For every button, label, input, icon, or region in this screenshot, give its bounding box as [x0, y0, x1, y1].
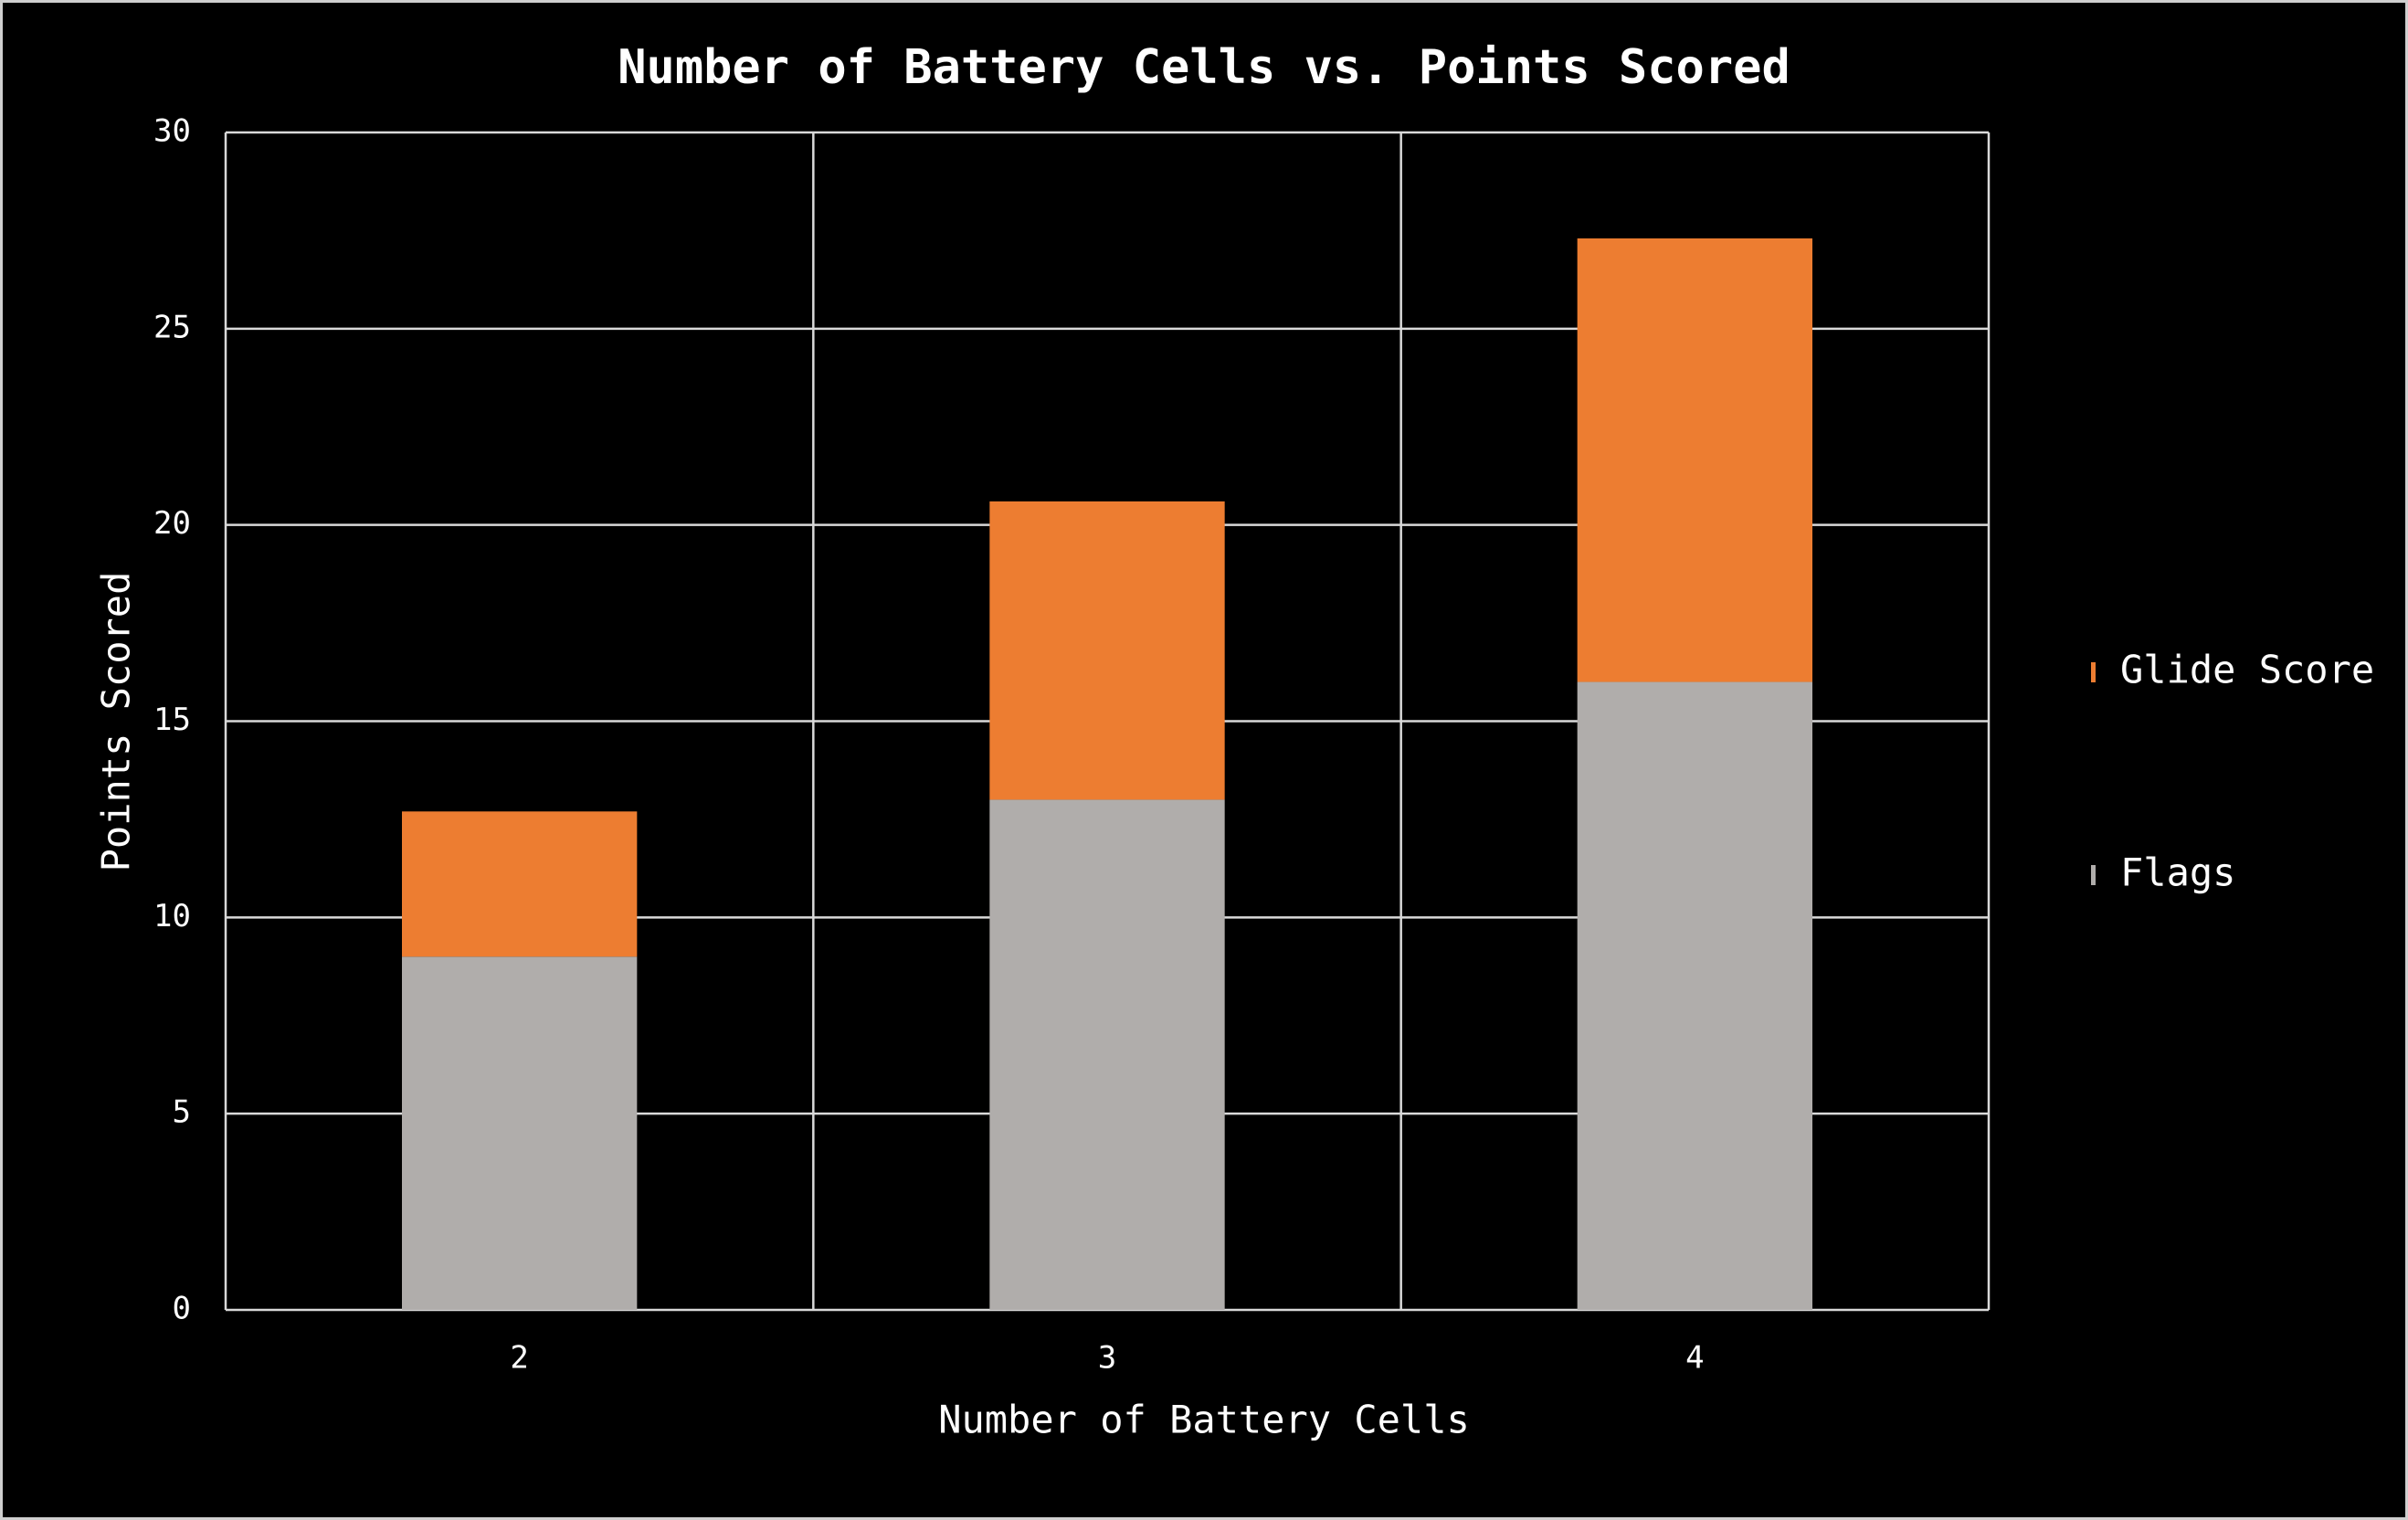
legend-marker [2091, 662, 2096, 682]
legend-marker [2091, 865, 2096, 885]
y-tick-label: 0 [173, 1291, 191, 1327]
x-tick-label: 3 [1098, 1340, 1116, 1377]
bar-segment [402, 956, 638, 1310]
bar-segment [402, 811, 638, 957]
x-axis-label: Number of Battery Cells [938, 1398, 1470, 1442]
legend-label: Glide Score [2120, 648, 2374, 692]
x-tick-label: 4 [1685, 1340, 1704, 1377]
bar-segment [989, 501, 1225, 800]
chart-title: Number of Battery Cells vs. Points Score… [618, 40, 1790, 95]
y-tick-label: 10 [153, 898, 191, 934]
x-tick-label: 2 [510, 1340, 528, 1377]
y-tick-label: 5 [173, 1094, 191, 1131]
bar-segment [1577, 681, 1812, 1310]
y-tick-label: 30 [153, 113, 191, 150]
y-tick-label: 25 [153, 309, 191, 345]
y-tick-label: 20 [153, 505, 191, 542]
bar-segment [1577, 238, 1812, 682]
bar-segment [989, 799, 1225, 1310]
y-axis-label: Points Scored [94, 572, 139, 872]
legend-label: Flags [2120, 850, 2235, 895]
y-tick-label: 15 [153, 702, 191, 738]
